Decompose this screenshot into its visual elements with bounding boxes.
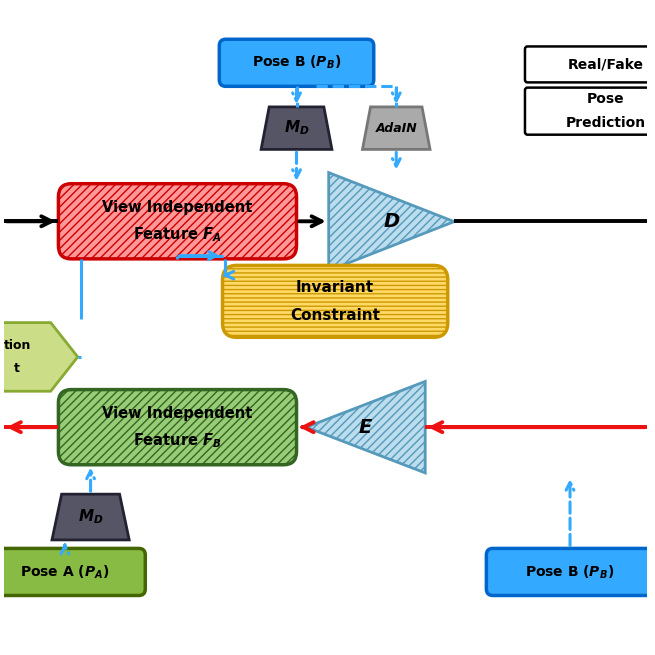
FancyBboxPatch shape <box>219 39 374 86</box>
Text: AdaIN: AdaIN <box>375 122 417 135</box>
Polygon shape <box>52 494 129 540</box>
Polygon shape <box>329 173 454 271</box>
Polygon shape <box>362 107 430 149</box>
Text: tion: tion <box>3 339 31 352</box>
Text: Pose: Pose <box>587 92 624 106</box>
Polygon shape <box>261 107 332 149</box>
Text: E: E <box>359 418 373 437</box>
Text: View Independent: View Independent <box>102 200 253 215</box>
Text: D: D <box>383 212 400 231</box>
FancyBboxPatch shape <box>58 390 297 465</box>
Text: View Independent: View Independent <box>102 406 253 421</box>
FancyBboxPatch shape <box>487 548 654 595</box>
FancyBboxPatch shape <box>223 265 448 337</box>
Polygon shape <box>306 381 425 473</box>
Text: Pose B ($\bfit{P}_B$): Pose B ($\bfit{P}_B$) <box>525 563 614 580</box>
FancyBboxPatch shape <box>525 88 655 135</box>
Text: Pose B ($\bfit{P}_B$): Pose B ($\bfit{P}_B$) <box>252 54 341 71</box>
FancyBboxPatch shape <box>525 47 655 83</box>
Text: t: t <box>14 362 20 375</box>
Text: Invariant: Invariant <box>296 280 374 295</box>
FancyBboxPatch shape <box>58 183 297 259</box>
FancyBboxPatch shape <box>0 548 145 595</box>
Text: Constraint: Constraint <box>290 308 380 322</box>
Text: Pose A ($\bfit{P}_A$): Pose A ($\bfit{P}_A$) <box>20 563 109 580</box>
Text: Feature $\bfit{F}_B$: Feature $\bfit{F}_B$ <box>133 432 222 450</box>
Text: $\bfit{M}_D$: $\bfit{M}_D$ <box>78 508 103 527</box>
Text: Real/Fake: Real/Fake <box>567 58 643 71</box>
Text: Feature $\bfit{F}_A$: Feature $\bfit{F}_A$ <box>133 226 222 244</box>
Polygon shape <box>0 323 78 391</box>
Text: $\bfit{M}_D$: $\bfit{M}_D$ <box>284 119 309 138</box>
Text: Prediction: Prediction <box>565 116 645 130</box>
